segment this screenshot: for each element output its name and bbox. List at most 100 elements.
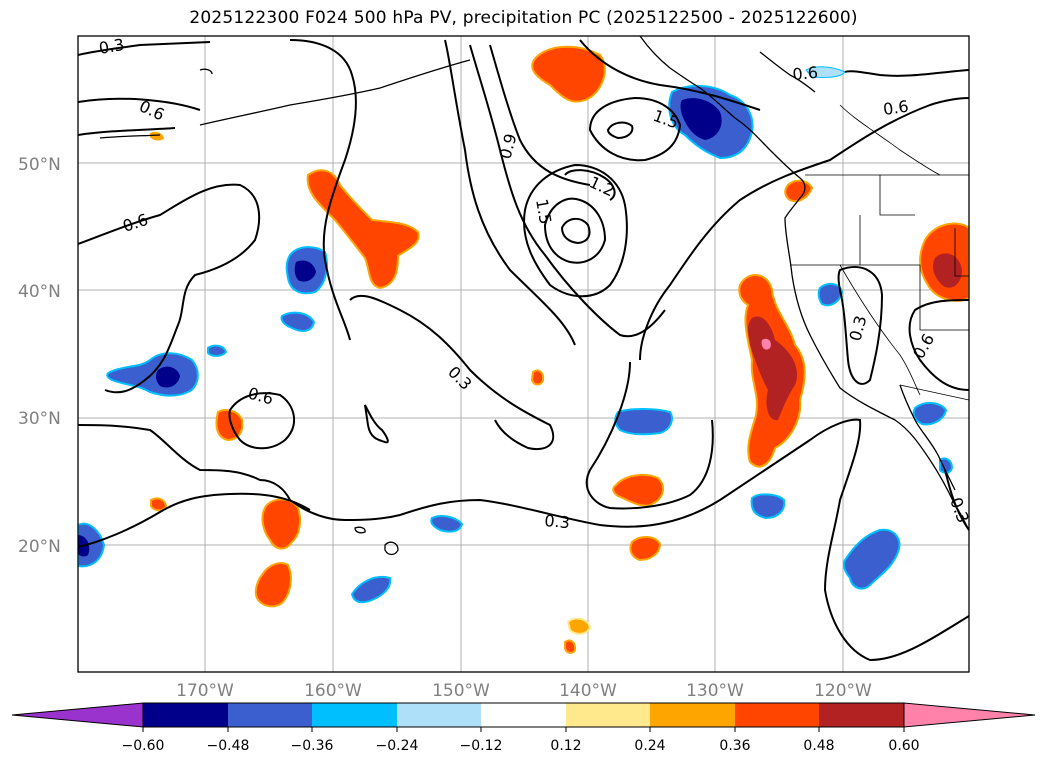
lat-labels: 50°N 40°N 30°N 20°N bbox=[18, 155, 61, 557]
lat-label-50n: 50°N bbox=[18, 155, 61, 175]
precip-blob-positive bbox=[254, 562, 292, 608]
border-line bbox=[899, 384, 969, 401]
pv-contour-line bbox=[523, 163, 628, 298]
border-line bbox=[879, 175, 915, 216]
border-line bbox=[954, 228, 969, 277]
precip-blob-positive-strong bbox=[748, 316, 798, 421]
lon-label-160w: 160°W bbox=[304, 681, 362, 701]
colorbar-tick-label: 0.12 bbox=[550, 738, 581, 754]
pv-contour-line bbox=[78, 418, 969, 662]
precip-blob-positive bbox=[150, 131, 164, 141]
pv-contour-line bbox=[364, 404, 389, 444]
map-title: 2025122300 F024 500 hPa PV, precipitatio… bbox=[189, 8, 858, 28]
contour-label: 0.6 bbox=[792, 63, 819, 84]
precip-blob-negative-strong bbox=[155, 366, 180, 388]
pv-contour-line bbox=[444, 39, 576, 346]
pv-contour-line bbox=[560, 217, 591, 245]
pv-contour-line bbox=[908, 299, 969, 391]
colorbar-tick-label: 0.48 bbox=[803, 738, 834, 754]
pv-contour-line bbox=[588, 96, 682, 162]
precip-blob-negative-strong bbox=[294, 260, 316, 282]
pv-contour-line bbox=[78, 41, 211, 56]
coastline bbox=[899, 384, 956, 491]
colorbar-tick-label: −0.36 bbox=[291, 738, 334, 754]
pv-contour-line bbox=[289, 39, 357, 341]
precip-blob-positive-peak bbox=[761, 338, 771, 350]
coastline bbox=[199, 59, 471, 126]
pv-contour-line bbox=[837, 266, 884, 385]
colorbar-tick-label: −0.24 bbox=[376, 738, 419, 754]
colorbar-segment bbox=[228, 703, 312, 727]
precip-blob-negative bbox=[817, 282, 844, 307]
pv-contour-line bbox=[78, 183, 261, 394]
pv-contour-line bbox=[469, 44, 666, 338]
precip-blob-positive bbox=[530, 369, 545, 386]
pv-contours bbox=[78, 39, 969, 662]
lat-label-30n: 30°N bbox=[18, 409, 61, 429]
colorbar-segment bbox=[566, 703, 650, 727]
pv-contour-line bbox=[844, 69, 969, 77]
coastlines bbox=[99, 36, 969, 556]
lon-label-130w: 130°W bbox=[686, 681, 744, 701]
contour-label: 0.6 bbox=[882, 97, 910, 119]
pv-contour-line bbox=[489, 44, 591, 186]
colorbar-segment bbox=[312, 703, 397, 727]
lat-label-40n: 40°N bbox=[18, 282, 61, 302]
contour-label: 0.3 bbox=[97, 35, 125, 58]
pv-contour-line bbox=[564, 169, 616, 201]
precip-blob-negative bbox=[430, 515, 464, 533]
colorbar-tick-label: −0.12 bbox=[460, 738, 503, 754]
precip-blob-positive bbox=[564, 639, 577, 654]
precip-blob-negative bbox=[280, 311, 316, 332]
precip-blob-negative bbox=[207, 344, 228, 357]
colorbar-extend-max bbox=[903, 702, 1036, 728]
lat-label-20n: 20°N bbox=[18, 537, 61, 557]
coastline bbox=[639, 36, 969, 531]
pv-contour-line bbox=[585, 361, 714, 510]
precip-blob-negative bbox=[842, 528, 901, 590]
precip-blob-negative bbox=[350, 576, 392, 604]
map-frame bbox=[77, 35, 970, 673]
precip-blob-negative bbox=[912, 402, 948, 426]
pv-contour-line bbox=[543, 197, 607, 264]
colorbar: −0.60 −0.48 −0.36 −0.24 −0.12 0.12 0.24 … bbox=[11, 702, 1036, 754]
coastline bbox=[384, 541, 399, 556]
lon-label-170w: 170°W bbox=[176, 681, 234, 701]
colorbar-tick-label: −0.48 bbox=[207, 738, 250, 754]
pv-contour-line bbox=[579, 39, 761, 111]
colorbar-extend-min bbox=[11, 702, 144, 728]
colorbar-segment bbox=[143, 703, 228, 727]
lon-label-140w: 140°W bbox=[559, 681, 617, 701]
coastline bbox=[199, 68, 213, 75]
colorbar-segment bbox=[397, 703, 481, 727]
border-line bbox=[839, 264, 921, 396]
colorbar-frame bbox=[142, 702, 905, 728]
precip-blob-negative-strong bbox=[680, 98, 722, 140]
border-line bbox=[839, 104, 941, 176]
precip-blob-negative bbox=[750, 493, 786, 520]
precip-blob-negative bbox=[614, 408, 673, 436]
colorbar-tick-label: 0.60 bbox=[888, 738, 919, 754]
colorbar-segment bbox=[735, 703, 819, 727]
colorbar-segment bbox=[819, 703, 904, 727]
colorbar-segment bbox=[481, 703, 566, 727]
lon-label-120w: 120°W bbox=[814, 681, 872, 701]
pv-contour-line bbox=[349, 294, 555, 450]
precip-blob-positive bbox=[306, 169, 420, 290]
lon-label-150w: 150°W bbox=[432, 681, 490, 701]
coastline bbox=[759, 51, 816, 93]
precip-blob-positive bbox=[612, 473, 665, 507]
pv-contour-line bbox=[606, 121, 634, 140]
precip-blob-positive bbox=[531, 45, 606, 103]
contour-label: 1.5 bbox=[532, 197, 555, 225]
colorbar-tick-label: 0.24 bbox=[634, 738, 665, 754]
pv-contour-line bbox=[78, 127, 176, 136]
precip-blob-positive bbox=[150, 497, 168, 512]
borders bbox=[790, 104, 969, 401]
precip-blob-negative bbox=[939, 457, 954, 474]
coastline bbox=[354, 526, 366, 534]
pv-contour-line bbox=[228, 392, 295, 450]
colorbar-tick-label: −0.60 bbox=[122, 738, 165, 754]
colorbar-segment bbox=[650, 703, 735, 727]
